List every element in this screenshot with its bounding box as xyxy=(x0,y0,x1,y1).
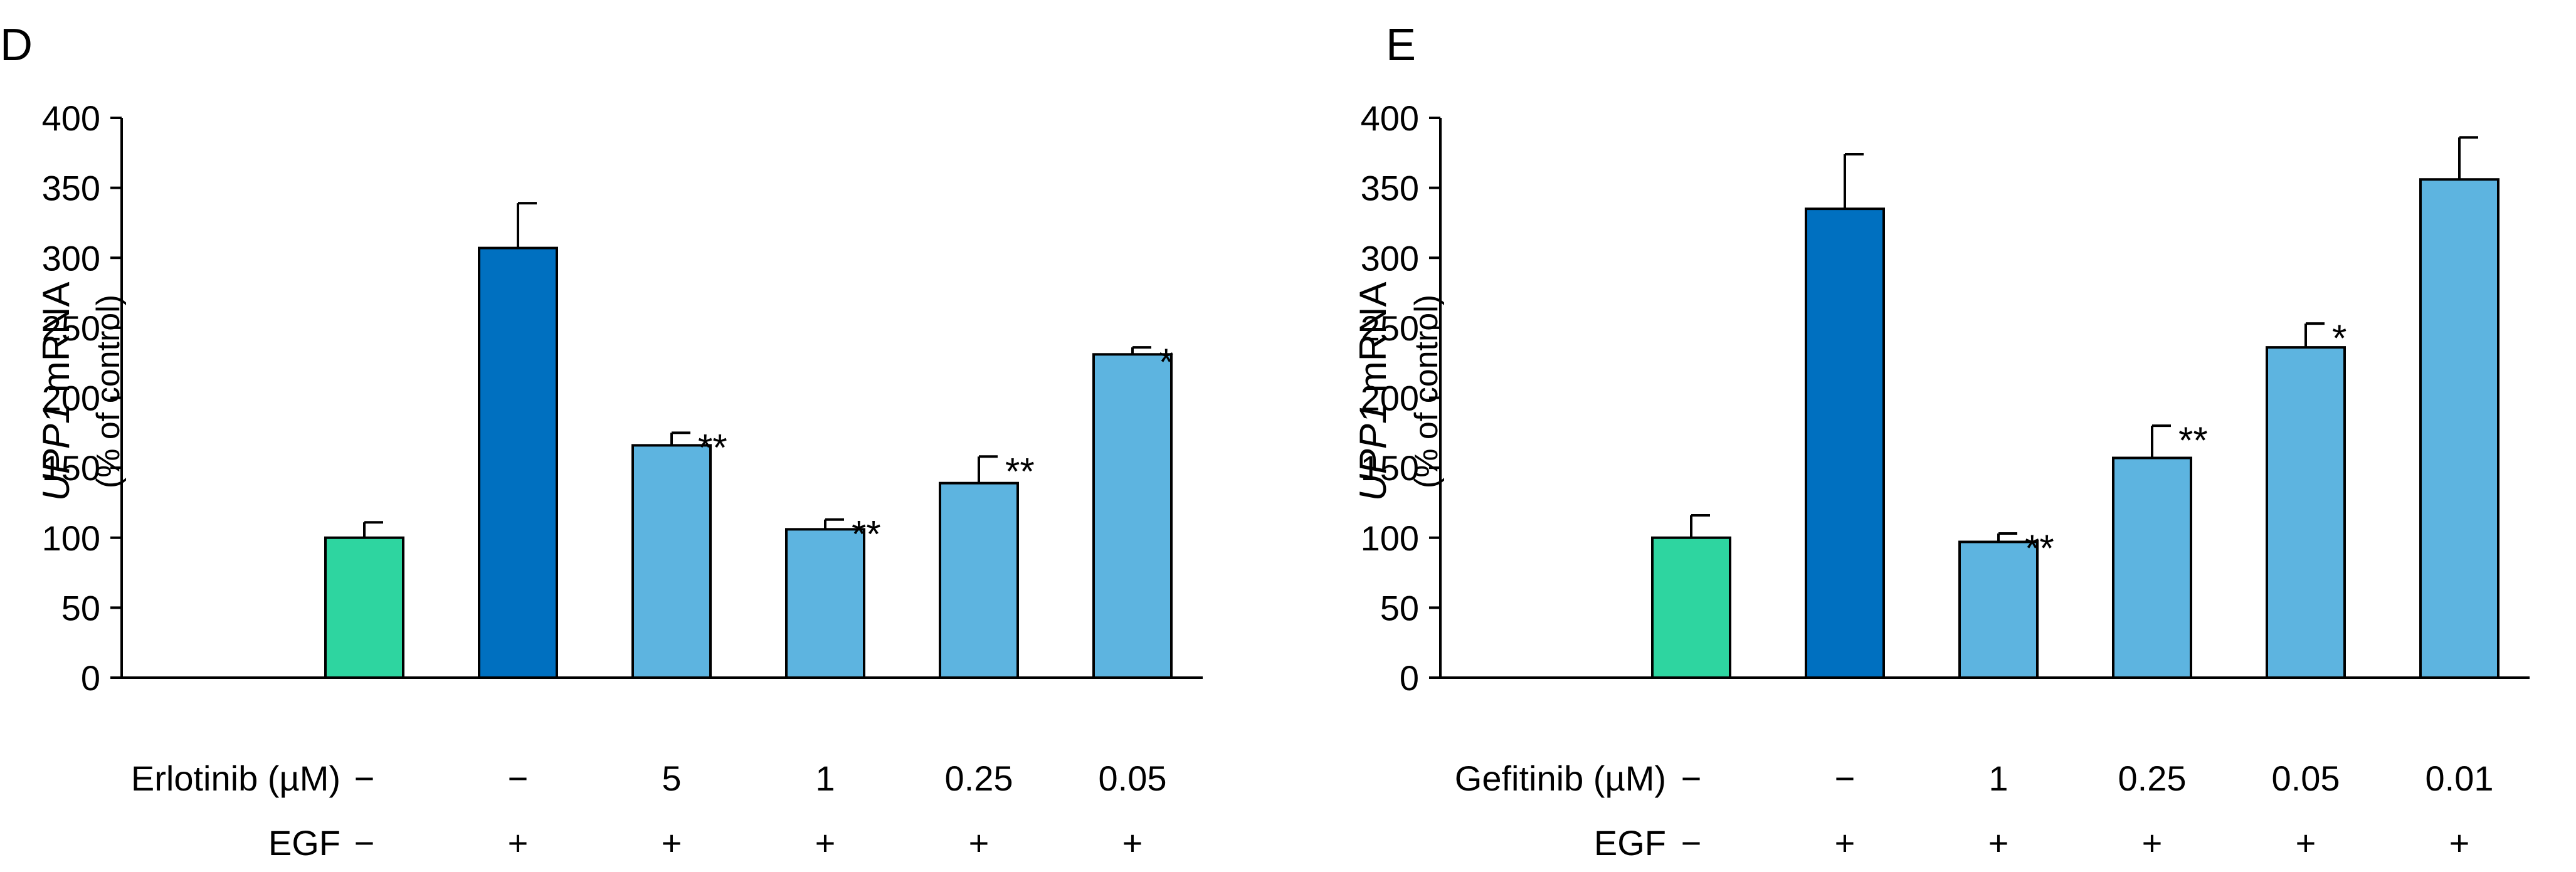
significance-label: ** xyxy=(1005,450,1035,492)
y-tick-label: 400 xyxy=(1361,98,1419,138)
y-axis-subtitle: (% of control) xyxy=(90,295,127,488)
y-axis-title-rest: mRNA xyxy=(35,281,77,402)
bar xyxy=(324,536,404,679)
y-tick-label: 50 xyxy=(61,588,100,628)
egf-value: + xyxy=(508,823,529,863)
treatment-value: 0.25 xyxy=(2118,759,2187,798)
bar xyxy=(939,481,1019,679)
treatment-value: 0.05 xyxy=(1099,759,1167,798)
y-tick-label: 200 xyxy=(42,379,100,418)
egf-value: + xyxy=(1835,823,1855,863)
y-tick-label: 100 xyxy=(42,518,100,558)
y-tick-label: 150 xyxy=(42,448,100,488)
significance-label: * xyxy=(1159,341,1173,383)
bar xyxy=(1651,536,1731,679)
y-tick-label: 350 xyxy=(1361,169,1419,208)
treatment-value: − xyxy=(508,759,529,798)
y-tick-label: 300 xyxy=(42,238,100,278)
treatment-value: 1 xyxy=(815,759,835,798)
significance-label: ** xyxy=(698,426,727,468)
panel-letter: D xyxy=(0,20,33,70)
y-tick-label: 200 xyxy=(1361,379,1419,418)
treatment-value: 0.25 xyxy=(945,759,1013,798)
y-tick-label: 0 xyxy=(81,658,100,698)
y-axis-title: UPP1 mRNA xyxy=(35,281,77,501)
y-axis-title-gene: UPP1 xyxy=(35,403,77,502)
y-tick-label: 300 xyxy=(1361,238,1419,278)
y-axis-title: UPP1 mRNA xyxy=(1352,281,1394,501)
treatment-value: 5 xyxy=(662,759,681,798)
treatment-value: − xyxy=(1835,759,1855,798)
y-tick-label: 150 xyxy=(1361,448,1419,488)
treatment-value: 0.01 xyxy=(2426,759,2494,798)
treatment-value: − xyxy=(1681,759,1702,798)
bar xyxy=(2112,456,2192,679)
y-tick-label: 0 xyxy=(1400,658,1419,698)
panel-d: D 0 50 100 150 200 250 300 350 400 UPP1 mRNA (% of … xyxy=(0,20,1203,863)
egf-row-label: EGF xyxy=(268,823,340,863)
y-axis-title-gene: UPP1 xyxy=(1352,403,1394,502)
treatment-row-label: Gefitinib (µM) xyxy=(1455,759,1666,798)
y-tick-label: 400 xyxy=(42,98,100,138)
treatment-value: − xyxy=(354,759,375,798)
y-tick-label: 250 xyxy=(42,308,100,348)
egf-value: + xyxy=(2449,823,2470,863)
treatment-value: 0.05 xyxy=(2272,759,2340,798)
bar xyxy=(478,246,558,679)
egf-value: + xyxy=(1988,823,2009,863)
significance-label: ** xyxy=(2025,527,2054,569)
egf-value: + xyxy=(2142,823,2163,863)
bar xyxy=(1092,353,1173,679)
egf-value: − xyxy=(354,823,375,863)
bar xyxy=(1805,207,1885,679)
egf-value: + xyxy=(2296,823,2316,863)
y-axis-subtitle: (% of control) xyxy=(1408,295,1445,488)
y-tick-label: 100 xyxy=(1361,518,1419,558)
egf-value: + xyxy=(815,823,836,863)
significance-label: ** xyxy=(2178,419,2208,461)
egf-value: + xyxy=(1122,823,1143,863)
bar xyxy=(631,444,712,680)
egf-row-label: EGF xyxy=(1594,823,1666,863)
egf-value: + xyxy=(662,823,682,863)
treatment-row-label: Erlotinib (µM) xyxy=(131,759,340,798)
significance-label: * xyxy=(2332,317,2346,359)
egf-value: − xyxy=(1681,823,1702,863)
y-tick-label: 250 xyxy=(1361,308,1419,348)
egf-value: + xyxy=(969,823,990,863)
bar xyxy=(2419,178,2499,680)
y-axis-title-rest: mRNA xyxy=(1352,281,1394,402)
y-tick-label: 350 xyxy=(42,169,100,208)
panel-e: E 0 50 100 150 200 250 300 350 400 UPP1 mRNA (% of … xyxy=(1352,20,2530,863)
treatment-value: 1 xyxy=(1988,759,2008,798)
bar xyxy=(2266,346,2346,679)
panel-letter: E xyxy=(1386,20,1416,70)
significance-label: ** xyxy=(852,513,881,555)
y-tick-label: 50 xyxy=(1380,588,1419,628)
bar xyxy=(785,528,865,679)
